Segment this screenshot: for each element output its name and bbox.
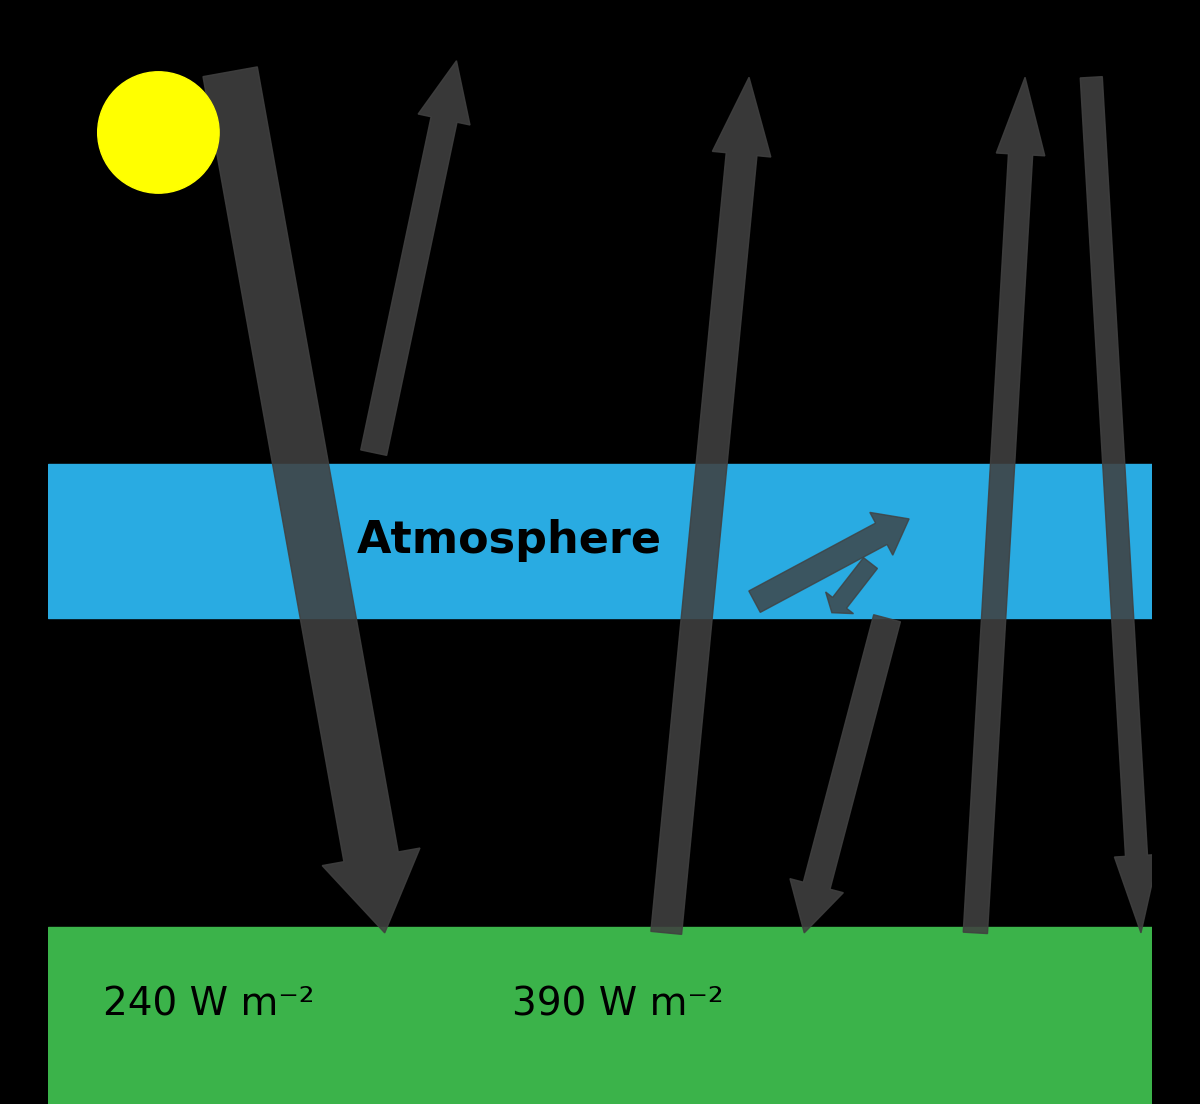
- FancyArrow shape: [790, 615, 900, 933]
- Text: Atmosphere: Atmosphere: [358, 520, 662, 562]
- Text: 240 W m⁻²: 240 W m⁻²: [103, 986, 314, 1023]
- FancyArrow shape: [964, 77, 1045, 934]
- FancyArrow shape: [650, 77, 770, 934]
- Circle shape: [97, 72, 220, 193]
- FancyArrow shape: [361, 61, 470, 455]
- FancyArrow shape: [203, 67, 420, 933]
- Text: 390 W m⁻²: 390 W m⁻²: [511, 986, 724, 1023]
- Bar: [48, 927, 1152, 1104]
- FancyArrow shape: [1080, 76, 1158, 933]
- FancyArrow shape: [749, 512, 910, 613]
- FancyArrow shape: [826, 558, 877, 614]
- Bar: [48, 464, 1152, 618]
